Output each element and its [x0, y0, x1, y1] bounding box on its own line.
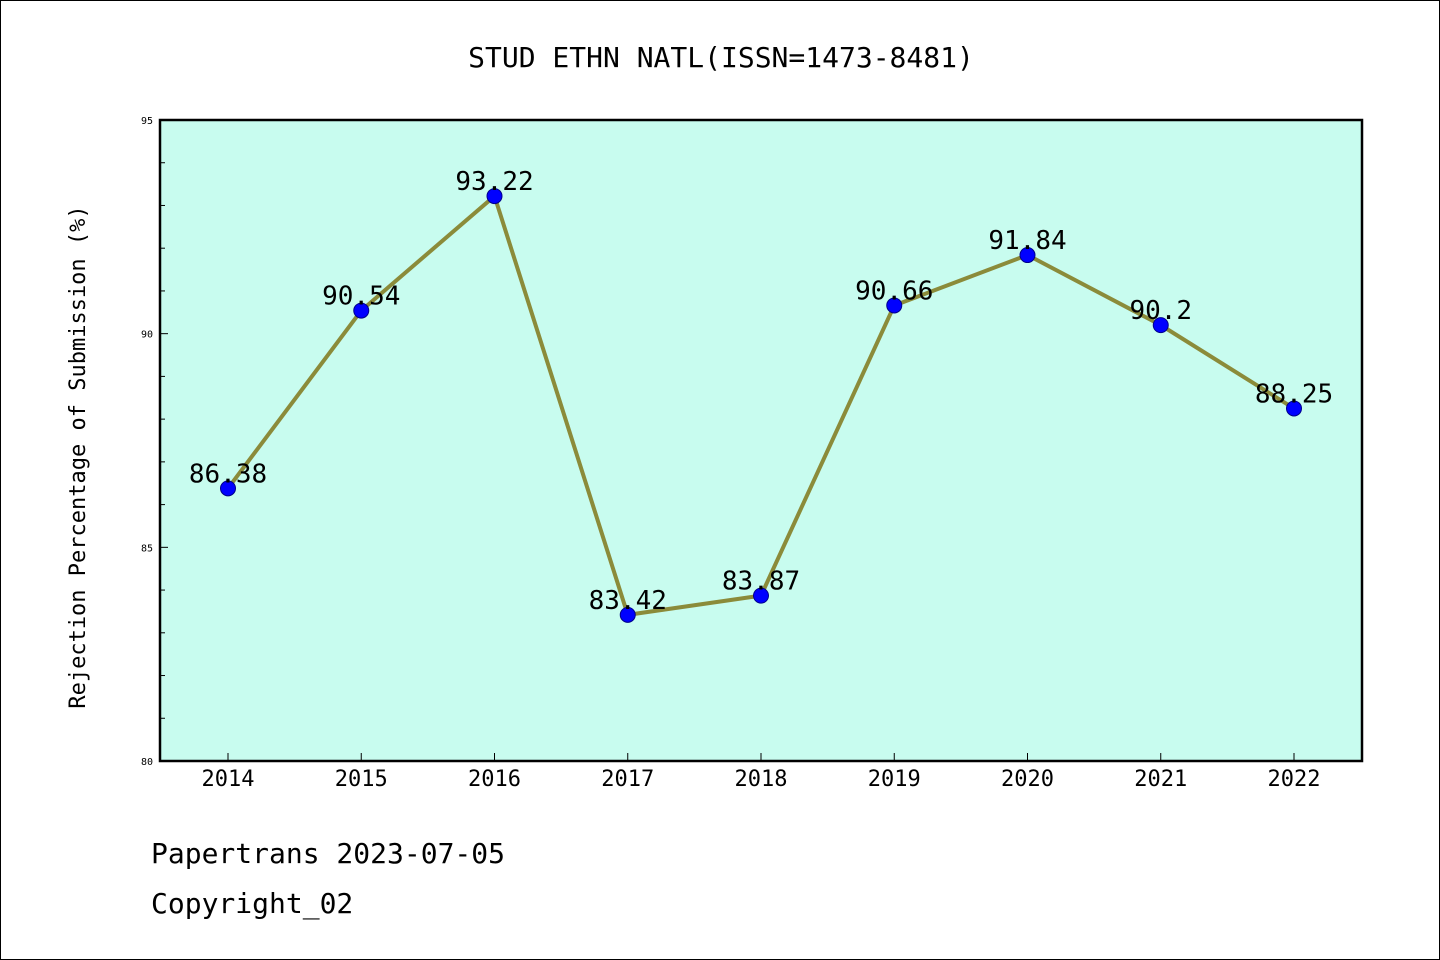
data-label: 86.38 [189, 459, 267, 489]
y-tick-label: 95 [141, 116, 153, 127]
y-axis-ticks: 80 85 90 95 [141, 116, 168, 768]
plot-area [158, 118, 1364, 763]
x-tick-label: 2018 [735, 767, 788, 792]
data-label-layer: 86.38 90.54 93.22 83.42 83.87 90.66 91.84 90.2 8… [189, 167, 1333, 616]
y-tick-label: 90 [141, 330, 153, 341]
chart-title: STUD ETHN NATL(ISSN=1473-8481) [468, 41, 974, 74]
data-point-marker [1019, 247, 1036, 264]
x-tick-label: 2022 [1268, 767, 1321, 792]
footer-copyright-text: Copyright_02 [151, 887, 354, 920]
y-axis-label: Rejection Percentage of Submission (%) [66, 205, 91, 708]
footer-date-text: Papertrans 2023-07-05 [151, 837, 506, 870]
data-point-marker [753, 587, 769, 604]
data-label: 88.25 [1255, 379, 1333, 409]
x-tick-label: 2016 [468, 767, 521, 792]
x-tick-label: 2019 [868, 767, 921, 792]
data-point-marker [220, 480, 236, 497]
x-tick-label: 2015 [335, 767, 388, 792]
x-tick-label: 2020 [1001, 767, 1054, 792]
data-point-marker [886, 297, 903, 314]
data-point-marker [1286, 400, 1302, 417]
x-tick-label: 2021 [1134, 767, 1187, 792]
data-point-marker [486, 188, 503, 205]
x-tick-label: 2017 [601, 767, 654, 792]
data-label: 90.54 [322, 282, 400, 312]
data-label: 83.87 [722, 567, 800, 597]
y-tick-label: 85 [141, 543, 153, 554]
x-tick-label: 2014 [202, 767, 255, 792]
data-label: 91.84 [988, 226, 1066, 256]
y-tick-label: 80 [141, 757, 153, 768]
data-point-marker [353, 302, 370, 319]
series-layer [220, 188, 1302, 623]
data-label: 83.42 [589, 586, 667, 616]
data-label: 90.66 [855, 276, 933, 306]
data-label: 93.22 [455, 167, 533, 197]
data-point-marker [1152, 317, 1169, 334]
data-point-marker [619, 606, 636, 623]
x-axis-ticks: 2014 2015 2016 2017 2018 2019 2020 2021 2022 [202, 753, 1321, 792]
data-label: 90.2 [1129, 296, 1192, 326]
